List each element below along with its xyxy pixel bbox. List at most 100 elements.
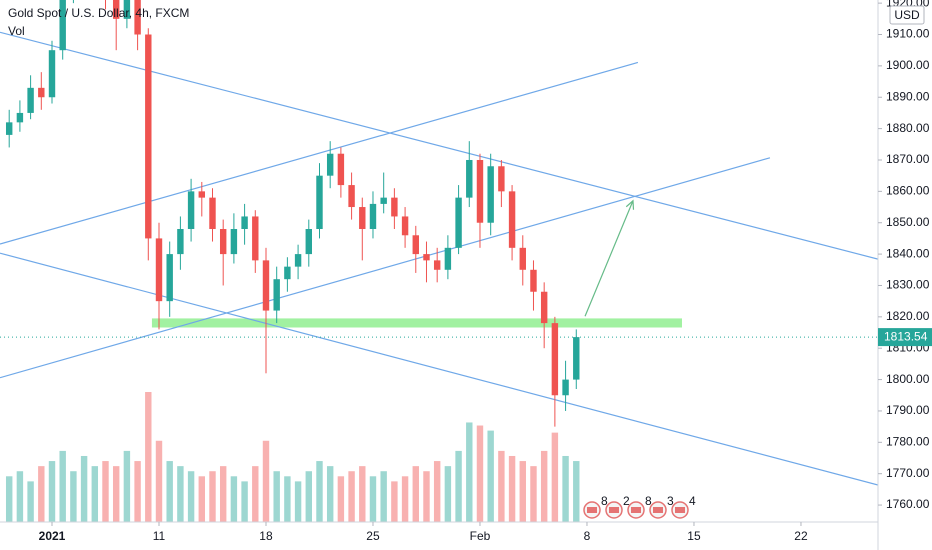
volume-bar: [294, 481, 302, 522]
candle-body: [551, 323, 559, 396]
candle-body: [476, 159, 484, 223]
volume-label: Vol: [8, 24, 25, 38]
event-flag: [609, 507, 619, 513]
volume-bar: [391, 481, 398, 522]
volume-bar: [573, 461, 580, 522]
currency-label: USD: [894, 8, 920, 22]
candle-body: [230, 229, 238, 255]
volume-bar: [412, 466, 419, 522]
currency-box: [889, 5, 925, 25]
y-tick-label: 1790.00: [886, 403, 930, 417]
candle-body: [423, 254, 430, 261]
volume-bar: [359, 466, 366, 522]
candle-body: [573, 337, 580, 380]
y-tick-label: 1820.00: [886, 309, 930, 323]
event-count: 8: [645, 494, 652, 508]
volume-bar: [348, 471, 355, 522]
candle-body: [123, 0, 131, 19]
volume-bar: [369, 476, 377, 522]
y-tick-label: 1770.00: [886, 466, 930, 480]
volume-bar: [112, 466, 120, 522]
arrow-line: [584, 200, 634, 317]
volume-bar: [177, 466, 184, 522]
volume-bar: [284, 476, 291, 522]
volume-bar: [326, 466, 334, 522]
volume-bar: [219, 466, 227, 522]
candle-body: [5, 122, 13, 135]
candle-body: [380, 197, 387, 204]
volume-bar: [59, 450, 66, 522]
candle-body: [16, 112, 24, 123]
candle-body: [348, 185, 355, 208]
volume-bar: [16, 471, 24, 522]
volume-bar: [38, 466, 45, 522]
x-tick-label: 15: [687, 529, 701, 543]
candle-layer: [5, 0, 580, 427]
volume-bar: [70, 471, 77, 522]
candle-body: [252, 216, 259, 261]
candle-body: [187, 191, 195, 230]
volume-bar: [252, 466, 259, 522]
candle-body: [145, 34, 152, 239]
candle-body: [112, 0, 120, 19]
volume-bar: [198, 476, 206, 522]
arrow-head: [625, 199, 635, 210]
event-flag: [675, 507, 685, 513]
event-count: 2: [623, 494, 630, 508]
x-tick-label: 8: [584, 529, 591, 543]
candle-body: [59, 0, 66, 51]
candle-body: [498, 166, 505, 192]
volume-bar: [455, 450, 462, 522]
candle-body: [241, 216, 248, 230]
event-count: 8: [601, 494, 608, 508]
last-price-tag: [878, 328, 932, 347]
candle-body: [487, 166, 494, 223]
y-tick-label: 1870.00: [886, 152, 930, 166]
candle-body: [562, 379, 569, 396]
y-tick-label: 1830.00: [886, 278, 930, 292]
candle-body: [508, 191, 516, 248]
volume-bar: [508, 455, 516, 522]
candle-body: [540, 291, 548, 324]
trend-line: [0, 61, 639, 245]
candle-body: [466, 159, 473, 198]
last-price-label: 1813.54: [884, 329, 928, 343]
volume-bar: [209, 471, 216, 522]
volume-bar: [145, 392, 152, 522]
volume-bar: [540, 450, 548, 522]
candle-body: [401, 216, 409, 236]
x-tick-label: 2021: [39, 529, 66, 543]
candle-body: [284, 266, 291, 280]
volume-bar: [487, 430, 494, 522]
y-tick-label: 1780.00: [886, 434, 930, 448]
trend-line: [0, 252, 878, 486]
candle-body: [455, 197, 462, 248]
y-tick-label: 1920.00: [886, 0, 930, 9]
volume-bar: [305, 471, 312, 522]
volume-bar: [241, 481, 248, 522]
volume-bar: [551, 432, 559, 522]
candle-body: [519, 247, 526, 270]
trend-line: [0, 157, 771, 379]
candle-body: [38, 87, 45, 98]
volume-bar: [134, 461, 141, 522]
volume-bar: [519, 461, 526, 522]
volume-bar: [316, 461, 323, 522]
candle-body: [262, 260, 270, 311]
volume-bar: [530, 466, 537, 522]
event-count: 4: [689, 494, 696, 508]
volume-bar: [80, 455, 88, 522]
volume-bar: [48, 461, 56, 522]
candle-body: [305, 229, 312, 255]
volume-bar: [380, 471, 387, 522]
volume-bar: [102, 461, 109, 522]
volume-bar: [498, 450, 505, 522]
volume-bar: [91, 466, 99, 522]
candle-body: [326, 153, 334, 176]
candle-body: [444, 247, 452, 270]
candle-body: [294, 254, 302, 267]
volume-bar: [262, 440, 270, 522]
volume-layer: [5, 392, 580, 522]
